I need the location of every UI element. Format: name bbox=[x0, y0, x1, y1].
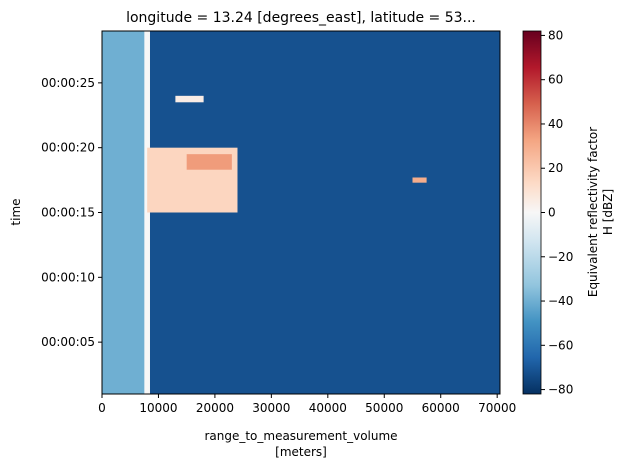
heatmap-cell-0 bbox=[102, 31, 148, 394]
colorbar-gradient bbox=[522, 30, 542, 395]
colorbar-tick-label: 20 bbox=[548, 161, 563, 175]
y-axis: 00:00:05 00:00:10 00:00:15 00:00:20 00:00:25 bbox=[41, 76, 102, 349]
colorbar-label-line1: Equivalent reflectivity factor bbox=[586, 127, 600, 297]
heatmap-cell-6 bbox=[175, 95, 204, 103]
x-tick-label: 30000 bbox=[252, 401, 290, 415]
x-tick-label: 10000 bbox=[139, 401, 177, 415]
heatmap-cell-5 bbox=[412, 177, 427, 183]
x-tick-label: 50000 bbox=[365, 401, 403, 415]
colorbar-tick-label: −20 bbox=[548, 250, 573, 264]
y-axis-label: time bbox=[9, 198, 23, 225]
colorbar-tick-label: −80 bbox=[548, 383, 573, 397]
heatmap-cell-4 bbox=[186, 154, 232, 170]
y-tick-label: 00:00:20 bbox=[41, 141, 95, 155]
x-tick-label: 60000 bbox=[422, 401, 460, 415]
x-axis: 0 10000 20000 30000 40000 50000 60000 70000 bbox=[98, 394, 516, 415]
x-axis-label: range_to_measurement_volume bbox=[204, 429, 397, 443]
heatmap-plot-area bbox=[102, 31, 500, 394]
x-axis-units: [meters] bbox=[275, 445, 327, 459]
colorbar-tick-label: −60 bbox=[548, 338, 573, 352]
colorbar-tick-label: −40 bbox=[548, 294, 573, 308]
colorbar: −80 −60 −40 −20 0 20 40 60 80 Equivalent reflect… bbox=[522, 28, 615, 397]
chart-title: longitude = 13.24 [degrees_east], latitu… bbox=[126, 10, 476, 26]
colorbar-tick-label: 80 bbox=[548, 28, 563, 42]
colorbar-tick-label: 40 bbox=[548, 117, 563, 131]
y-tick-label: 00:00:05 bbox=[41, 335, 95, 349]
x-tick-label: 70000 bbox=[478, 401, 516, 415]
colorbar-tick-label: 0 bbox=[548, 206, 556, 220]
colorbar-tick-label: 60 bbox=[548, 73, 563, 87]
x-tick-label: 40000 bbox=[309, 401, 347, 415]
colorbar-ticks: −80 −60 −40 −20 0 20 40 60 80 bbox=[541, 28, 573, 397]
y-tick-label: 00:00:15 bbox=[41, 206, 95, 220]
x-tick-label: 0 bbox=[98, 401, 106, 415]
colorbar-label-line2: H [dBZ] bbox=[601, 189, 615, 235]
x-tick-label: 20000 bbox=[196, 401, 234, 415]
y-tick-label: 00:00:25 bbox=[41, 76, 95, 90]
y-tick-label: 00:00:10 bbox=[41, 270, 95, 284]
